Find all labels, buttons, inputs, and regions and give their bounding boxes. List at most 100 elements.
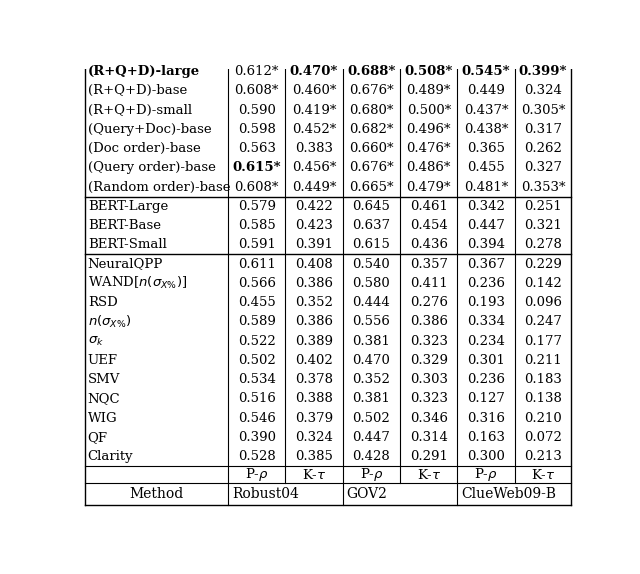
Text: (Query+Doc)-base: (Query+Doc)-base — [88, 123, 211, 136]
Text: 0.449: 0.449 — [467, 84, 505, 98]
Text: 0.516: 0.516 — [238, 392, 276, 405]
Text: 0.316: 0.316 — [467, 412, 505, 425]
Text: 0.422: 0.422 — [295, 200, 333, 213]
Text: WAND[$n(\sigma_{X\%})$]: WAND[$n(\sigma_{X\%})$] — [88, 276, 187, 292]
Text: 0.546: 0.546 — [238, 412, 276, 425]
Text: K-$\tau$: K-$\tau$ — [302, 468, 326, 482]
Text: 0.142: 0.142 — [524, 277, 562, 290]
Text: 0.388: 0.388 — [295, 392, 333, 405]
Text: 0.436: 0.436 — [410, 238, 448, 251]
Text: 0.437*: 0.437* — [464, 103, 508, 117]
Text: 0.566: 0.566 — [237, 277, 276, 290]
Text: 0.251: 0.251 — [524, 200, 562, 213]
Text: P-$\rho$: P-$\rho$ — [474, 466, 498, 483]
Text: 0.496*: 0.496* — [406, 123, 451, 136]
Text: 0.461: 0.461 — [410, 200, 448, 213]
Text: 0.454: 0.454 — [410, 219, 447, 232]
Text: 0.444: 0.444 — [353, 296, 390, 309]
Text: 0.072: 0.072 — [524, 431, 562, 444]
Text: 0.379: 0.379 — [295, 412, 333, 425]
Text: 0.508*: 0.508* — [404, 65, 453, 78]
Text: GOV2: GOV2 — [347, 487, 387, 501]
Text: 0.612*: 0.612* — [234, 65, 279, 78]
Text: 0.262: 0.262 — [524, 142, 562, 155]
Text: 0.378: 0.378 — [295, 373, 333, 386]
Text: 0.291: 0.291 — [410, 450, 448, 463]
Text: 0.688*: 0.688* — [348, 65, 396, 78]
Text: 0.534: 0.534 — [238, 373, 276, 386]
Text: 0.502: 0.502 — [238, 354, 276, 367]
Text: SMV: SMV — [88, 373, 120, 386]
Text: K-$\tau$: K-$\tau$ — [417, 468, 441, 482]
Text: 0.324: 0.324 — [524, 84, 562, 98]
Text: 0.394: 0.394 — [467, 238, 505, 251]
Text: 0.367: 0.367 — [467, 258, 505, 270]
Text: 0.502: 0.502 — [353, 412, 390, 425]
Text: (Query order)-base: (Query order)-base — [88, 161, 216, 174]
Text: 0.300: 0.300 — [467, 450, 505, 463]
Text: 0.476*: 0.476* — [406, 142, 451, 155]
Text: 0.580: 0.580 — [353, 277, 390, 290]
Text: 0.608*: 0.608* — [234, 181, 279, 193]
Text: 0.637: 0.637 — [353, 219, 390, 232]
Text: 0.402: 0.402 — [295, 354, 333, 367]
Text: 0.528: 0.528 — [238, 450, 276, 463]
Text: 0.365: 0.365 — [467, 142, 505, 155]
Text: 0.438*: 0.438* — [464, 123, 508, 136]
Text: 0.303: 0.303 — [410, 373, 448, 386]
Text: $n(\sigma_{X\%})$: $n(\sigma_{X\%})$ — [88, 314, 131, 330]
Text: Robust04: Robust04 — [232, 487, 299, 501]
Text: P-$\rho$: P-$\rho$ — [360, 466, 383, 483]
Text: 0.500*: 0.500* — [406, 103, 451, 117]
Text: 0.353*: 0.353* — [521, 181, 565, 193]
Text: 0.389: 0.389 — [295, 335, 333, 348]
Text: 0.563: 0.563 — [237, 142, 276, 155]
Text: 0.460*: 0.460* — [292, 84, 336, 98]
Text: 0.540: 0.540 — [353, 258, 390, 270]
Text: 0.611: 0.611 — [238, 258, 276, 270]
Text: 0.470: 0.470 — [353, 354, 390, 367]
Text: 0.381: 0.381 — [353, 335, 390, 348]
Text: NQC: NQC — [88, 392, 120, 405]
Text: 0.327: 0.327 — [524, 161, 562, 174]
Text: BERT-Large: BERT-Large — [88, 200, 168, 213]
Text: (R+Q+D)-small: (R+Q+D)-small — [88, 103, 192, 117]
Text: 0.383: 0.383 — [295, 142, 333, 155]
Text: 0.545*: 0.545* — [462, 65, 511, 78]
Text: 0.357: 0.357 — [410, 258, 448, 270]
Text: 0.608*: 0.608* — [234, 84, 279, 98]
Text: 0.301: 0.301 — [467, 354, 505, 367]
Text: 0.177: 0.177 — [524, 335, 562, 348]
Text: 0.390: 0.390 — [237, 431, 276, 444]
Text: 0.419*: 0.419* — [292, 103, 336, 117]
Text: 0.391: 0.391 — [295, 238, 333, 251]
Text: NeuralQPP: NeuralQPP — [88, 258, 163, 270]
Text: (R+Q+D)-base: (R+Q+D)-base — [88, 84, 187, 98]
Text: 0.386: 0.386 — [410, 315, 448, 328]
Text: 0.481*: 0.481* — [464, 181, 508, 193]
Text: 0.428: 0.428 — [353, 450, 390, 463]
Text: 0.229: 0.229 — [524, 258, 562, 270]
Text: 0.317: 0.317 — [524, 123, 562, 136]
Text: 0.334: 0.334 — [467, 315, 505, 328]
Text: 0.676*: 0.676* — [349, 161, 394, 174]
Text: 0.408: 0.408 — [295, 258, 333, 270]
Text: 0.589: 0.589 — [238, 315, 276, 328]
Text: 0.385: 0.385 — [295, 450, 333, 463]
Text: 0.321: 0.321 — [524, 219, 562, 232]
Text: 0.352: 0.352 — [353, 373, 390, 386]
Text: 0.615: 0.615 — [353, 238, 390, 251]
Text: 0.127: 0.127 — [467, 392, 505, 405]
Text: 0.278: 0.278 — [524, 238, 562, 251]
Text: 0.138: 0.138 — [524, 392, 562, 405]
Text: (Random order)-base: (Random order)-base — [88, 181, 230, 193]
Text: BERT-Small: BERT-Small — [88, 238, 166, 251]
Text: 0.342: 0.342 — [467, 200, 505, 213]
Text: 0.352: 0.352 — [295, 296, 333, 309]
Text: 0.470*: 0.470* — [290, 65, 338, 78]
Text: 0.346: 0.346 — [410, 412, 448, 425]
Text: 0.210: 0.210 — [524, 412, 562, 425]
Text: 0.411: 0.411 — [410, 277, 447, 290]
Text: 0.590: 0.590 — [238, 103, 276, 117]
Text: 0.386: 0.386 — [295, 315, 333, 328]
